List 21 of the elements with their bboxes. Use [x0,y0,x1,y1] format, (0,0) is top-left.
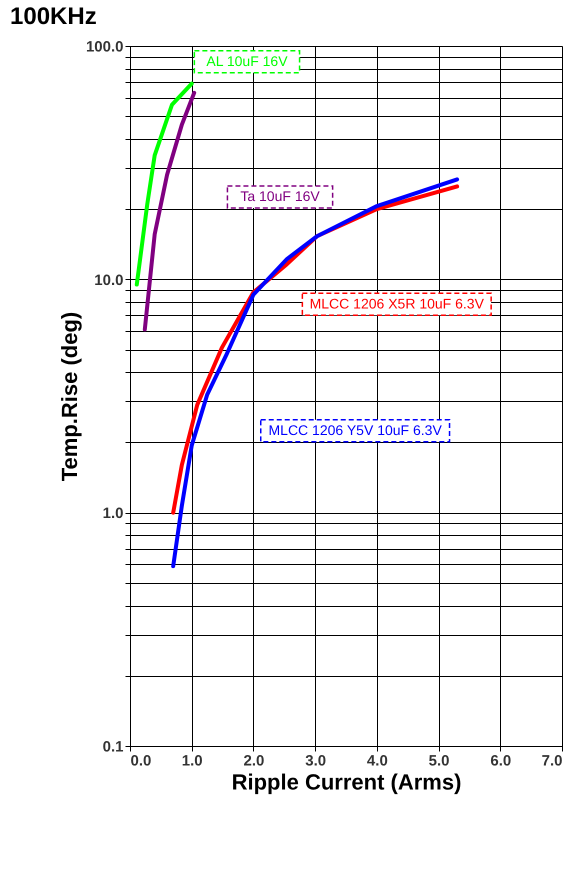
line-series [142,90,196,332]
series-label: AL 10uF 16V [206,52,288,69]
x-axis-title: Ripple Current (Arms) [232,770,462,794]
x-tick-label: 0.0 [130,752,152,770]
x-tick-label: 1.0 [182,752,203,770]
y-tick-label: 10.0 [94,272,124,289]
y-axis-title: Temp.Rise (deg) [56,312,82,482]
y-tick-label: 100.0 [86,38,124,56]
x-tick-label: 2.0 [244,752,264,770]
y-tick-label: 0.1 [102,738,124,756]
text: MLCC 1206 Y5V 10uF 6.3V [268,422,442,438]
x-tick-label: 6.0 [490,752,512,770]
text: Ta 10uF 16V [240,188,320,204]
chart-title: 100KHz [10,3,97,30]
line-series [134,82,194,287]
x-tick-label: 7.0 [542,752,562,770]
x-tick-label: 5.0 [428,752,450,770]
x-tick-label: 4.0 [366,752,388,770]
text: MLCC 1206 X5R 10uF 6.3V [310,295,485,312]
x-tick-label: 3.0 [305,752,326,770]
y-tick-label: 1.0 [102,505,124,522]
